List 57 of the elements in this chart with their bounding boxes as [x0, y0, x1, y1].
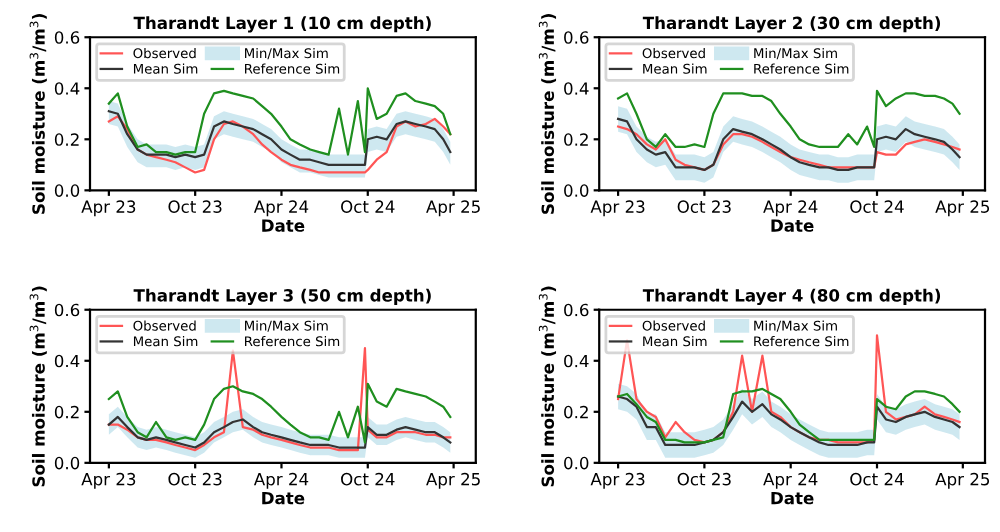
y-tick-label: 0.2 — [564, 405, 588, 419]
x-tick-label: Oct 23 — [168, 472, 222, 486]
line-series — [107, 382, 452, 444]
y-tick-label: 0.4 — [564, 82, 589, 95]
y-tick-label: 0.0 — [564, 456, 589, 470]
y-tick-label: 0.2 — [54, 133, 79, 146]
x-tick-label: Oct 24 — [850, 200, 904, 213]
chart-title: Tharandt Layer 1 (10 cm depth) — [133, 16, 431, 33]
y-tick-label: 0.0 — [54, 456, 80, 470]
line-series — [107, 110, 452, 166]
line-series — [107, 415, 452, 449]
y-tick-label: 0.2 — [564, 133, 588, 146]
line-series — [107, 87, 452, 156]
x-tick-label: Apr 24 — [253, 200, 309, 217]
x-tick-label: Apr 24 — [763, 200, 818, 217]
y-tick-label: 0.6 — [54, 31, 80, 44]
x-tick-label: Oct 24 — [341, 472, 395, 486]
y-tick-label: 0.4 — [54, 354, 80, 368]
x-tick-label: Apr 25 — [426, 200, 480, 217]
x-tick-label: Oct 23 — [677, 200, 731, 213]
x-axis-title: Date — [771, 219, 814, 232]
x-axis-title: Date — [262, 491, 305, 505]
x-tick-label: Apr 23 — [590, 200, 645, 217]
x-tick-label: Oct 24 — [341, 200, 395, 213]
y-tick-label: 0.6 — [564, 303, 589, 317]
y-tick-label: 0.4 — [564, 354, 589, 368]
x-tick-label: Apr 24 — [763, 472, 818, 489]
x-tick-label: Apr 25 — [935, 472, 990, 489]
x-tick-label: Oct 24 — [850, 472, 904, 486]
line-series — [616, 89, 961, 149]
x-tick-label: Apr 24 — [253, 472, 309, 489]
x-axis-title: Date — [771, 491, 814, 505]
x-tick-label: Apr 23 — [590, 472, 645, 489]
y-axis-title: Soil moisture (m$^{3}$/m$^{3}$) — [538, 14, 557, 214]
x-tick-label: Oct 23 — [677, 472, 731, 486]
y-tick-label: 0.0 — [564, 184, 589, 197]
x-tick-label: Apr 23 — [81, 472, 136, 489]
line-series — [107, 346, 452, 452]
y-tick-label: 0.0 — [54, 184, 80, 197]
line-series — [616, 395, 961, 447]
y-tick-label: 0.6 — [564, 31, 589, 44]
chart-title: Tharandt Layer 2 (30 cm depth) — [642, 16, 941, 33]
y-axis-title: Soil moisture (m$^{3}$/m$^{3}$) — [29, 14, 47, 214]
x-tick-label: Apr 25 — [935, 200, 990, 217]
chart-title: Tharandt Layer 3 (50 cm depth) — [133, 288, 431, 306]
y-tick-label: 0.4 — [54, 82, 80, 95]
chart-title: Tharandt Layer 4 (80 cm depth) — [642, 288, 941, 306]
y-axis-title: Soil moisture (m$^{3}$/m$^{3}$) — [29, 286, 47, 487]
line-series — [107, 115, 452, 174]
x-axis-title: Date — [262, 219, 305, 232]
x-tick-label: Oct 23 — [168, 200, 222, 213]
y-tick-label: 0.2 — [54, 405, 79, 419]
y-tick-label: 0.6 — [54, 303, 80, 317]
line-series — [616, 387, 961, 444]
y-axis-title: Soil moisture (m$^{3}$/m$^{3}$) — [538, 286, 557, 487]
x-tick-label: Apr 23 — [81, 200, 136, 217]
x-tick-label: Apr 25 — [426, 472, 480, 489]
